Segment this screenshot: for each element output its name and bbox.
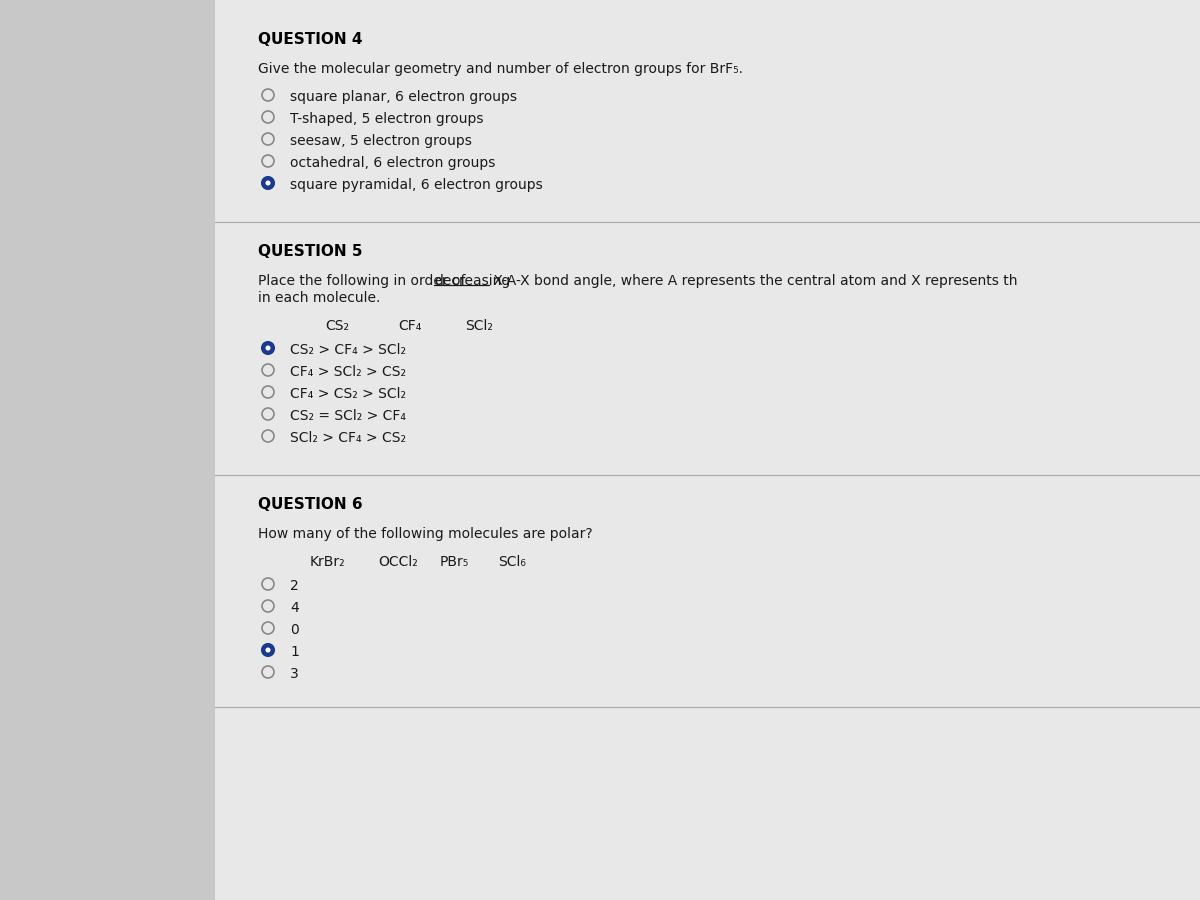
Text: QUESTION 4: QUESTION 4: [258, 32, 362, 47]
Text: CF₄: CF₄: [398, 319, 421, 333]
Circle shape: [262, 644, 274, 656]
Text: How many of the following molecules are polar?: How many of the following molecules are …: [258, 527, 593, 541]
Text: in each molecule.: in each molecule.: [258, 291, 380, 305]
Text: CS₂ > CF₄ > SCl₂: CS₂ > CF₄ > SCl₂: [290, 343, 406, 357]
FancyBboxPatch shape: [215, 0, 1200, 900]
Text: 1: 1: [290, 645, 299, 659]
Text: CS₂: CS₂: [325, 319, 349, 333]
Circle shape: [262, 177, 274, 189]
Circle shape: [265, 346, 270, 350]
Text: square pyramidal, 6 electron groups: square pyramidal, 6 electron groups: [290, 178, 542, 192]
Text: SCl₂ > CF₄ > CS₂: SCl₂ > CF₄ > CS₂: [290, 431, 406, 445]
Text: QUESTION 6: QUESTION 6: [258, 497, 362, 512]
Text: X-A-X bond angle, where A represents the central atom and X represents th: X-A-X bond angle, where A represents the…: [490, 274, 1018, 288]
Text: PBr₅: PBr₅: [440, 555, 469, 569]
Circle shape: [262, 342, 274, 354]
Text: CF₄ > SCl₂ > CS₂: CF₄ > SCl₂ > CS₂: [290, 365, 406, 379]
Text: Give the molecular geometry and number of electron groups for BrF₅.: Give the molecular geometry and number o…: [258, 62, 743, 76]
Text: 4: 4: [290, 601, 299, 615]
Text: SCl₆: SCl₆: [498, 555, 526, 569]
Text: octahedral, 6 electron groups: octahedral, 6 electron groups: [290, 156, 496, 170]
Circle shape: [265, 647, 270, 652]
Text: CS₂ = SCl₂ > CF₄: CS₂ = SCl₂ > CF₄: [290, 409, 406, 423]
Text: 0: 0: [290, 623, 299, 637]
Text: QUESTION 5: QUESTION 5: [258, 244, 362, 259]
Text: 3: 3: [290, 667, 299, 681]
Text: KrBr₂: KrBr₂: [310, 555, 346, 569]
Text: CF₄ > CS₂ > SCl₂: CF₄ > CS₂ > SCl₂: [290, 387, 406, 401]
Text: OCCl₂: OCCl₂: [378, 555, 418, 569]
Text: T-shaped, 5 electron groups: T-shaped, 5 electron groups: [290, 112, 484, 126]
Circle shape: [265, 181, 270, 185]
Text: decreasing: decreasing: [434, 274, 510, 288]
Text: Place the following in order of: Place the following in order of: [258, 274, 470, 288]
Text: 2: 2: [290, 579, 299, 593]
Text: SCl₂: SCl₂: [466, 319, 493, 333]
Text: square planar, 6 electron groups: square planar, 6 electron groups: [290, 90, 517, 104]
Text: seesaw, 5 electron groups: seesaw, 5 electron groups: [290, 134, 472, 148]
